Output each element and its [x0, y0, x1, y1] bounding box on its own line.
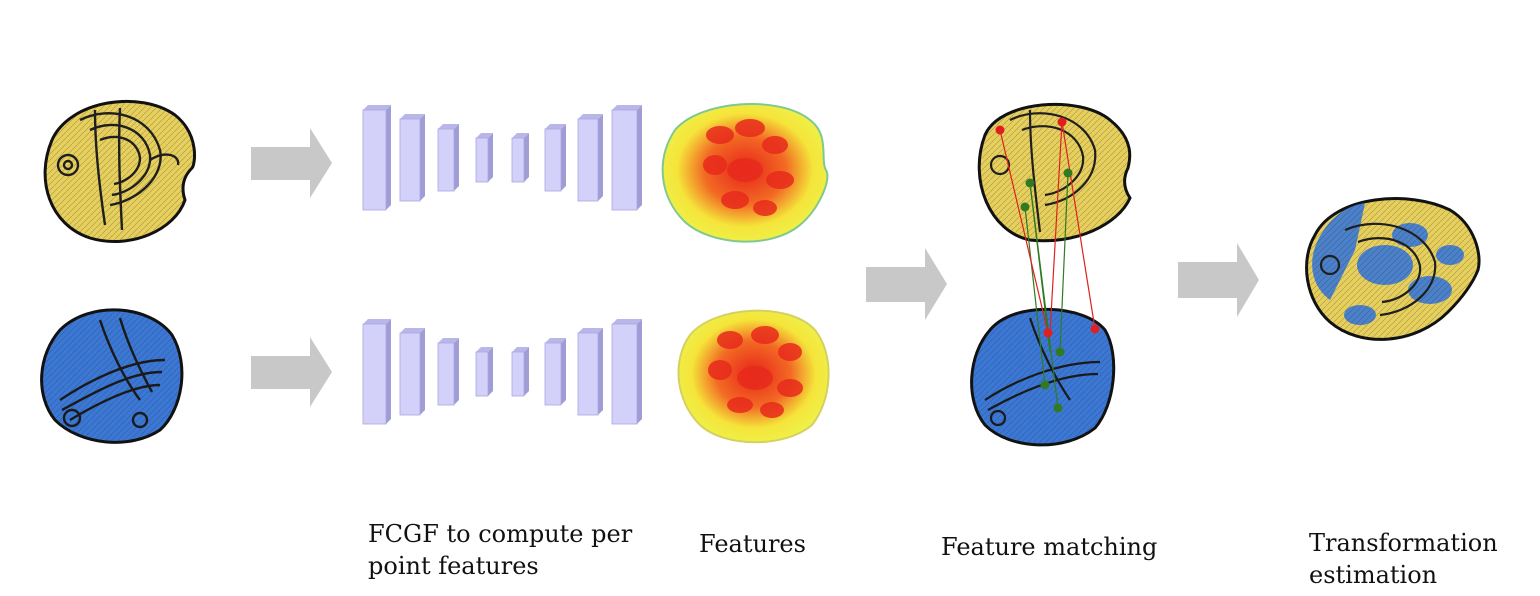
feature-map-target: [677, 309, 830, 444]
network-layer-icon: [611, 105, 642, 211]
match-line-inlier: [1024, 206, 1046, 386]
network-layer-icon: [437, 124, 459, 192]
registered-point-cloud: [1305, 197, 1481, 341]
keypoint-outlier: [1057, 117, 1067, 127]
match-line-inlier: [1029, 182, 1059, 409]
match-line-inlier: [1059, 172, 1069, 353]
network-layer-icon: [511, 133, 529, 183]
network-layer-icon: [399, 114, 425, 202]
flow-arrow-icon: [251, 337, 332, 407]
keypoint-inlier: [1053, 403, 1063, 413]
network-layer-icon: [475, 347, 493, 397]
keypoint-inlier: [1063, 168, 1073, 178]
network-layer-icon: [362, 319, 391, 425]
match-line-outlier: [1049, 121, 1063, 334]
network-layer-icon: [362, 105, 391, 211]
matching-target-cloud: [970, 307, 1116, 447]
network-layer-icon: [544, 124, 566, 192]
caption-fcgf: FCGF to compute per point features: [368, 518, 632, 582]
keypoint-outlier: [1043, 328, 1053, 338]
caption-features-line-1: Features: [699, 530, 806, 558]
network-layer-icon: [611, 319, 642, 425]
network-layer-icon: [577, 328, 603, 416]
network-layer-icon: [437, 338, 459, 406]
target-point-cloud: [40, 308, 184, 444]
flow-arrows: [251, 128, 1259, 407]
caption-features: Features: [699, 528, 806, 560]
match-line-outlier: [999, 129, 1049, 334]
network-layer-icon: [475, 133, 493, 183]
flow-arrow-icon: [1178, 243, 1259, 317]
caption-transformation-line-2: estimation: [1309, 561, 1438, 589]
match-lines: [995, 117, 1100, 413]
feature-map-source: [661, 103, 829, 243]
keypoint-inlier: [1025, 178, 1035, 188]
caption-matching-line-1: Feature matching: [941, 533, 1158, 561]
matching-source-cloud: [977, 102, 1132, 243]
network-layer-icon: [544, 338, 566, 406]
network-layer-icon: [399, 328, 425, 416]
keypoint-inlier: [1040, 380, 1050, 390]
keypoint-outlier: [1090, 324, 1100, 334]
match-line-outlier: [1061, 121, 1096, 330]
source-point-cloud: [43, 99, 196, 243]
caption-fcgf-line-1: FCGF to compute per: [368, 520, 633, 548]
flow-arrow-icon: [866, 248, 947, 320]
fcgf-network: [362, 105, 642, 425]
keypoint-inlier: [1020, 202, 1030, 212]
caption-matching: Feature matching: [941, 531, 1157, 563]
target-coin-engraving: [59, 317, 166, 429]
keypoint-outlier: [995, 125, 1005, 135]
source-coin-engraving: [56, 107, 180, 231]
network-layer-icon: [511, 347, 529, 397]
caption-transformation: Transformation estimation: [1309, 527, 1498, 591]
caption-transformation-line-1: Transformation: [1309, 529, 1498, 557]
network-layer-icon: [577, 114, 603, 202]
caption-fcgf-line-2: point features: [368, 552, 539, 580]
keypoint-inlier: [1055, 347, 1065, 357]
flow-arrow-icon: [251, 128, 332, 198]
